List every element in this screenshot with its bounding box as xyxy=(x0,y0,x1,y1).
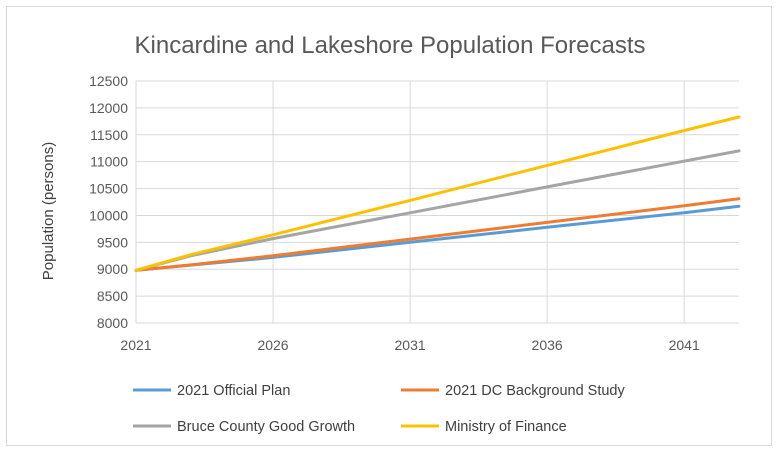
grid-lines xyxy=(135,80,739,324)
y-tick-label: 10000 xyxy=(89,207,128,223)
legend-label: 2021 Official Plan xyxy=(177,383,290,399)
x-tick-label: 2036 xyxy=(532,337,563,353)
y-tick-label: 8500 xyxy=(97,288,128,304)
line-chart: Kincardine and Lakeshore Population Fore… xyxy=(40,32,741,435)
legend-item: Ministry of Finance xyxy=(401,419,567,435)
y-tick-label: 10500 xyxy=(89,181,128,197)
legend-item: 2021 DC Background Study xyxy=(401,383,625,399)
legend-label: Bruce County Good Growth xyxy=(177,419,355,435)
axis-ticks: 8000 8500 9000 9500 10000 10500 11000 11500 1200… xyxy=(89,73,700,353)
x-tick-label: 2031 xyxy=(395,337,426,353)
legend-label: 2021 DC Background Study xyxy=(445,383,625,399)
legend-label: Ministry of Finance xyxy=(445,419,567,435)
y-tick-label: 9500 xyxy=(97,234,128,250)
series-line-2 xyxy=(134,197,741,272)
series-lines xyxy=(134,115,741,272)
chart-frame: Kincardine and Lakeshore Population Fore… xyxy=(6,6,772,446)
x-tick-label: 2026 xyxy=(257,337,288,353)
x-tick-label: 2041 xyxy=(669,337,700,353)
y-tick-label: 9000 xyxy=(97,261,128,277)
y-tick-label: 8000 xyxy=(97,315,128,331)
y-tick-label: 12000 xyxy=(89,100,128,116)
y-axis-label: Population (persons) xyxy=(40,142,57,280)
legend: 2021 Official Plan 2021 DC Background Stu… xyxy=(133,383,625,435)
series-line-4 xyxy=(134,115,741,272)
legend-item: 2021 Official Plan xyxy=(133,383,290,399)
y-tick-label: 11500 xyxy=(90,127,128,143)
y-tick-label: 11000 xyxy=(90,154,128,170)
x-tick-label: 2021 xyxy=(120,337,151,353)
chart-title: Kincardine and Lakeshore Population Fore… xyxy=(135,32,646,59)
legend-item: Bruce County Good Growth xyxy=(133,419,355,435)
y-tick-label: 12500 xyxy=(89,73,128,89)
